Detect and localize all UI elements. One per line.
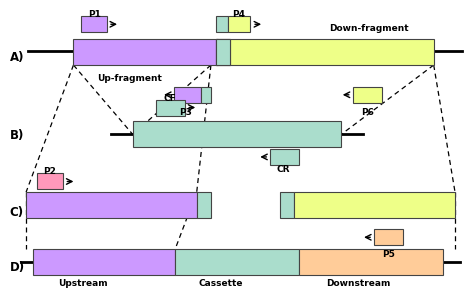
Bar [216,39,230,65]
Text: P2: P2 [43,167,56,177]
Bar [216,16,228,32]
Bar [270,149,299,165]
Text: CR: CR [277,164,290,174]
Bar [216,39,434,65]
Bar [299,249,443,275]
Text: P1: P1 [88,10,101,19]
Text: Up-fragment: Up-fragment [97,73,162,83]
Text: Upstream: Upstream [58,279,108,288]
Bar [174,87,201,103]
Text: P3: P3 [179,108,192,117]
Text: D): D) [9,261,25,274]
Bar [294,192,455,218]
Bar [156,100,185,116]
Bar [133,121,341,147]
Text: P6: P6 [361,108,374,117]
Bar [26,192,197,218]
Bar [175,249,299,275]
Text: B): B) [9,129,24,142]
Text: Downstream: Downstream [326,279,390,288]
Bar [353,87,382,103]
Bar [33,249,175,275]
Text: A): A) [9,51,24,64]
Bar [280,192,294,218]
Text: P5: P5 [382,250,395,260]
Bar [374,229,403,245]
Text: C): C) [9,206,24,219]
Bar [81,16,107,32]
Bar [228,16,250,32]
Text: Cassette: Cassette [198,279,243,288]
Bar [197,192,211,218]
Bar [201,87,211,103]
Text: Down-fragment: Down-fragment [329,24,409,34]
Bar [73,39,218,65]
Bar [216,39,230,65]
Bar [37,173,63,189]
Text: CF: CF [164,94,176,103]
Text: P4: P4 [232,10,245,19]
